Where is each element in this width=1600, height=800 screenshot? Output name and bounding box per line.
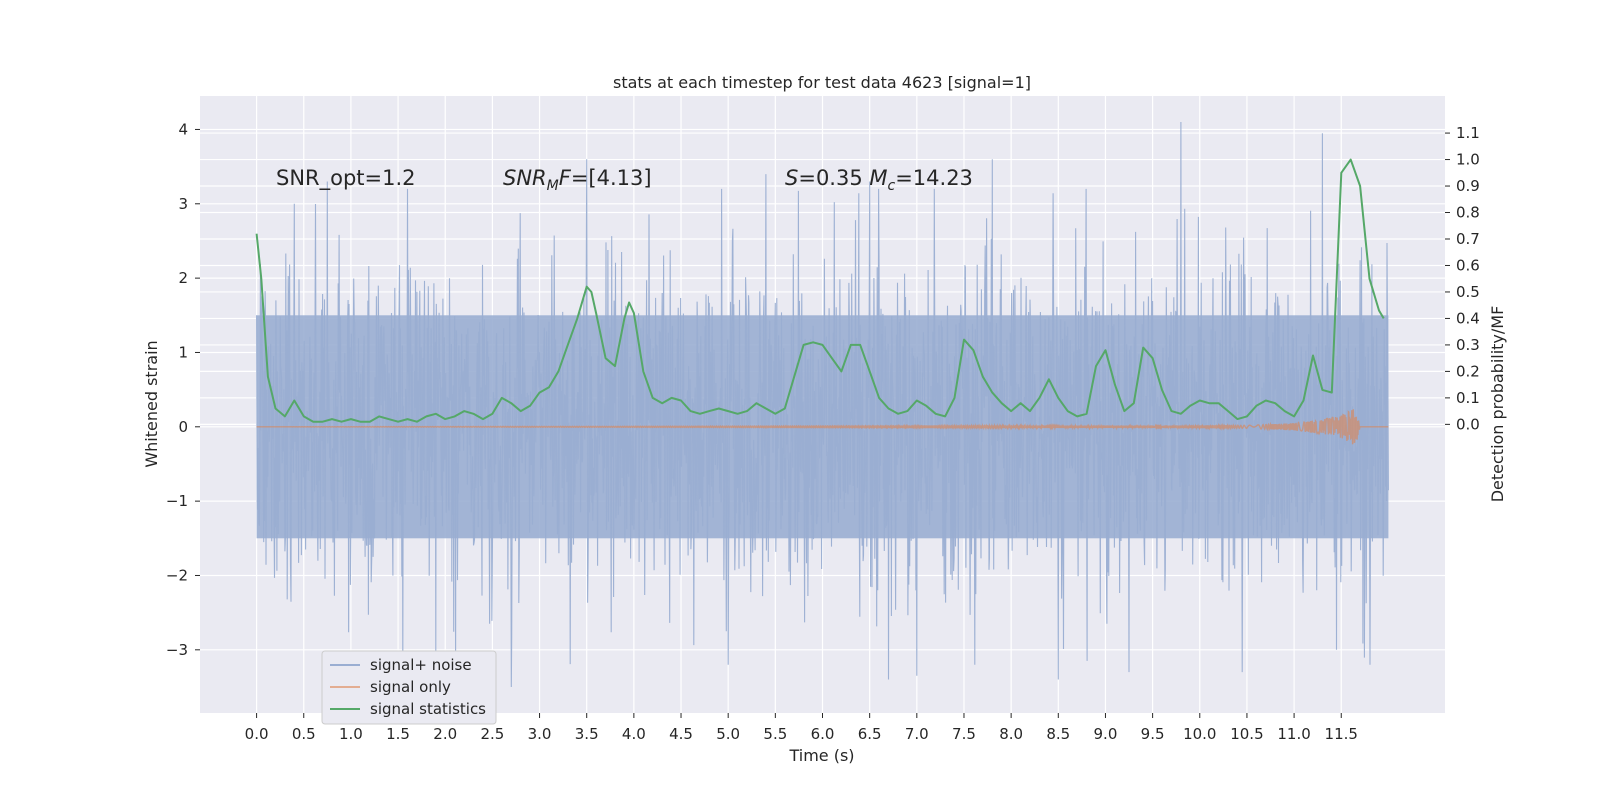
x-tick-label: 8.0 <box>999 725 1023 743</box>
y-tick-label: 4 <box>178 120 188 138</box>
x-tick-label: 4.5 <box>669 725 693 743</box>
x-tick-label: 9.0 <box>1094 725 1118 743</box>
annotations: SNR_opt=1.2 SNRMF=[4.13] S=0.35 Mc=14.23 <box>276 166 973 194</box>
annotation-snr-opt: SNR_opt=1.2 <box>276 166 416 191</box>
y-tick-label: −2 <box>166 566 188 584</box>
x-tick-label: 1.0 <box>339 725 363 743</box>
y2-tick-label: 0.3 <box>1456 336 1480 354</box>
x-tick-label: 11.0 <box>1277 725 1310 743</box>
signal-only-trace <box>256 409 1389 445</box>
y2-tick-label: 0.7 <box>1456 230 1480 248</box>
series-signal-statistics <box>255 158 1385 423</box>
y2-tick-label: 0.0 <box>1456 415 1480 433</box>
x-tick-label: 5.0 <box>716 725 740 743</box>
y-axis-label-left: Whitened strain <box>142 340 161 467</box>
y-tick-label: 3 <box>178 195 188 213</box>
x-axis-label: Time (s) <box>788 746 854 765</box>
legend-label-signal-only: signal only <box>370 678 451 696</box>
x-tick-label: 6.0 <box>811 725 835 743</box>
x-tick-label: 10.0 <box>1183 725 1216 743</box>
y-axis-label-right: Detection probability/MF <box>1488 306 1507 503</box>
y2-tick-label: 0.4 <box>1456 309 1480 327</box>
signal-statistics-line <box>255 158 1385 423</box>
y-tick-label: 2 <box>178 269 188 287</box>
x-axis-ticks: 0.0 0.5 1.0 1.5 2.0 2.5 3.0 3.5 4.0 4.5 5.0 5.5 6.0 6… <box>245 713 1358 743</box>
x-tick-label: 3.0 <box>528 725 552 743</box>
chart-title: stats at each timestep for test data 462… <box>613 73 1031 92</box>
y-axis-ticks-right: 0.0 0.1 0.2 0.3 0.4 0.5 0.6 0.7 0.8 0.9 1.0 1.1 <box>1445 124 1480 433</box>
x-tick-label: 0.5 <box>292 725 316 743</box>
y2-tick-label: 0.2 <box>1456 362 1480 380</box>
x-tick-label: 1.5 <box>386 725 410 743</box>
x-tick-label: 4.0 <box>622 725 646 743</box>
x-tick-label: 2.5 <box>480 725 504 743</box>
y2-tick-label: 0.9 <box>1456 177 1480 195</box>
legend-box <box>321 650 497 725</box>
legend-label-signal-noise: signal+ noise <box>370 656 472 674</box>
y2-tick-label: 0.1 <box>1456 389 1480 407</box>
x-tick-label: 0.0 <box>245 725 269 743</box>
x-tick-label: 7.0 <box>905 725 929 743</box>
y-tick-label: 0 <box>178 418 188 436</box>
y-tick-label: −1 <box>166 492 188 510</box>
legend-label-signal-statistics: signal statistics <box>370 700 486 718</box>
y-tick-label: 1 <box>178 343 188 361</box>
x-tick-label: 9.5 <box>1141 725 1165 743</box>
x-tick-label: 5.5 <box>763 725 787 743</box>
legend: signal+ noise signal only signal statist… <box>321 650 497 725</box>
series-signal-only <box>256 409 1389 445</box>
y-tick-label: −3 <box>166 641 188 659</box>
annotation-s-mc: S=0.35 Mc=14.23 <box>785 166 973 194</box>
x-tick-label: 2.0 <box>433 725 457 743</box>
annotation-snr-mf: SNRMF=[4.13] <box>503 166 652 194</box>
x-tick-label: 7.5 <box>952 725 976 743</box>
noise-trace <box>256 121 1389 688</box>
x-tick-label: 10.5 <box>1230 725 1263 743</box>
x-tick-label: 8.5 <box>1046 725 1070 743</box>
y-axis-ticks-left: −3 −2 −1 0 1 2 3 4 <box>166 120 200 659</box>
y2-tick-label: 0.8 <box>1456 204 1480 222</box>
x-tick-label: 3.5 <box>575 725 599 743</box>
y2-tick-label: 1.1 <box>1456 124 1480 142</box>
x-tick-label: 6.5 <box>858 725 882 743</box>
y2-tick-label: 0.5 <box>1456 283 1480 301</box>
y2-tick-label: 0.6 <box>1456 256 1480 274</box>
y2-tick-label: 1.0 <box>1456 151 1480 169</box>
x-tick-label: 11.5 <box>1325 725 1358 743</box>
